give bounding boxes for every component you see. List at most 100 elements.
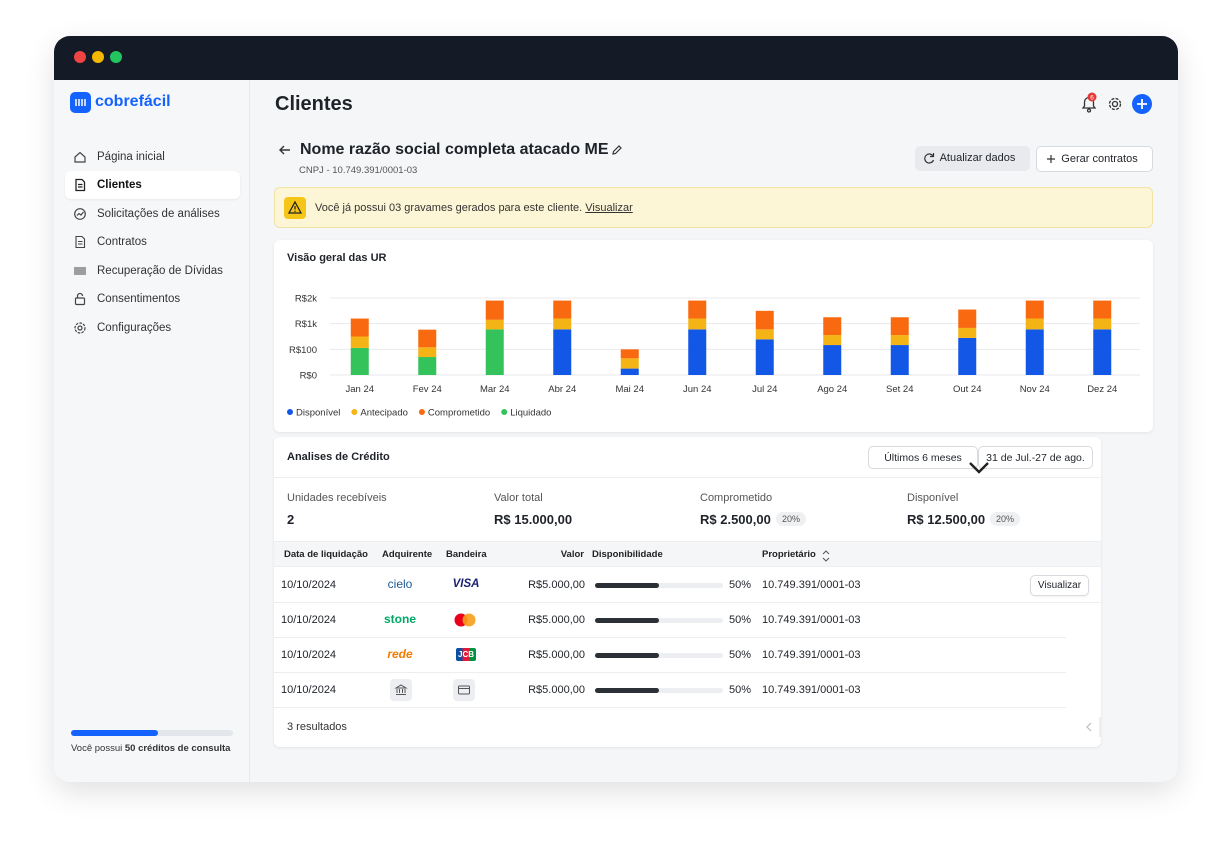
bar-segment	[553, 300, 572, 319]
bar-segment	[620, 368, 639, 375]
alert-text-row: Você já possui 03 gravames gerados para …	[315, 202, 633, 214]
alert-link[interactable]: Visualizar	[585, 202, 633, 214]
nav-icon	[74, 267, 86, 275]
stat-badge: 20%	[776, 512, 807, 526]
stat-value: R$ 2.500,00	[700, 512, 771, 527]
table-row	[274, 673, 1066, 708]
cell-owner: 10.749.391/0001-03	[762, 614, 861, 626]
acquirer-logo: rede	[387, 647, 413, 661]
brand-logo: VISA	[452, 578, 480, 590]
credits-prefix: Você possui	[71, 743, 123, 754]
bar-segment	[823, 335, 842, 346]
nav-item[interactable]: Consentimentos	[65, 285, 240, 313]
refresh-button[interactable]: Atualizar dados	[915, 146, 1030, 171]
nav-item[interactable]: Configurações	[65, 314, 240, 342]
bar-segment	[418, 329, 437, 348]
cell-value: R$5.000,00	[528, 614, 585, 626]
close-dot[interactable]	[74, 51, 86, 63]
bar-segment	[1025, 300, 1044, 319]
legend-label: Disponível	[296, 408, 340, 419]
generate-contracts-button[interactable]: Gerar contratos	[1036, 146, 1153, 172]
nav-label: Clientes	[97, 179, 142, 191]
back-arrow[interactable]	[278, 143, 292, 157]
bar-segment	[755, 339, 774, 375]
stat-label: Disponível	[907, 492, 959, 504]
table-row	[274, 603, 1066, 638]
bar-segment	[350, 336, 369, 348]
nav-icon	[74, 151, 86, 163]
column-header: Data de liquidação	[284, 549, 368, 560]
cell-value: R$5.000,00	[528, 649, 585, 661]
notification-badge	[1087, 92, 1097, 102]
stat-label: Comprometido	[700, 492, 773, 504]
legend-swatch	[351, 409, 358, 415]
settings-icon[interactable]	[1111, 100, 1119, 108]
bar-segment	[350, 318, 369, 337]
bar-segment	[1093, 318, 1112, 330]
bar-segment	[958, 309, 977, 328]
warning-icon	[284, 197, 306, 219]
cell-owner: 10.749.391/0001-03	[762, 684, 861, 696]
credits-amount: 50 créditos de consulta	[124, 743, 231, 754]
mastercard-logo	[453, 613, 477, 632]
sort-icon[interactable]	[822, 549, 830, 567]
x-tick-label: Ago 24	[817, 384, 847, 395]
minimize-dot[interactable]	[92, 51, 104, 63]
x-tick-label: Abr 24	[548, 384, 576, 395]
refresh-icon	[924, 153, 935, 164]
x-tick-label: Jan 24	[345, 384, 374, 395]
period-filter[interactable]: Últimos 6 meses	[868, 446, 978, 469]
pagination-prev[interactable]	[1082, 717, 1101, 737]
chart: Visão geral das UR R$0 R$100 R$1k R$2k Jan 2…	[287, 252, 1140, 419]
nav-item[interactable]: Recuperação de Dívidas	[65, 257, 240, 285]
nav-item[interactable]: Solicitações de análises	[65, 200, 240, 228]
nav-label: Configurações	[97, 322, 172, 334]
legend-swatch	[287, 409, 293, 415]
column-header: Disponibilidade	[592, 549, 663, 560]
logo-text[interactable]: cobrefácil	[95, 93, 171, 110]
bar-segment	[688, 318, 707, 330]
nav-item[interactable]: Página inicial	[65, 143, 240, 171]
cell-owner: 10.749.391/0001-03	[762, 579, 861, 591]
bar-segment	[823, 317, 842, 336]
chart-title: Visão geral das UR	[287, 252, 387, 264]
chart-card: Visão geral das UR R$0 R$100 R$1k R$2k Jan 2…	[274, 240, 1153, 432]
availability-bar	[595, 653, 659, 658]
legend-label: Liquidado	[510, 408, 551, 419]
stat-badge: 20%	[990, 512, 1021, 526]
bar-segment	[958, 337, 977, 375]
availability-track	[595, 618, 723, 623]
edit-icon[interactable]	[611, 144, 623, 156]
generate-contracts-label: Gerar contratos	[1061, 153, 1138, 165]
bar-segment	[958, 327, 977, 338]
nav-icon	[74, 322, 86, 334]
bar-segment	[890, 335, 909, 346]
client-name: Nome razão social completa atacado ME	[300, 141, 609, 158]
column-header: Valor	[560, 549, 584, 560]
bar-segment	[755, 310, 774, 330]
legend-swatch	[501, 409, 508, 415]
x-tick-label: Mai 24	[615, 384, 644, 395]
legend-label: Antecipado	[360, 408, 408, 419]
row-action-button[interactable]: Visualizar	[1030, 575, 1089, 596]
bar-segment	[553, 329, 572, 375]
stat-value: R$ 15.000,00	[494, 512, 573, 527]
bar-segment	[1093, 329, 1112, 375]
date-range-filter[interactable]: 31 de Jul.-27 de ago.	[978, 446, 1093, 469]
bank-icon	[390, 679, 412, 701]
credits-text: Você possui 50 créditos de consulta	[71, 743, 230, 754]
nav-item[interactable]: Clientes	[65, 171, 240, 199]
bar-segment	[553, 318, 572, 330]
nav-label: Solicitações de análises	[97, 208, 220, 220]
nav-label: Recuperação de Dívidas	[97, 265, 223, 277]
y-tick-label: R$0	[300, 371, 317, 382]
dropdown-chevron[interactable]	[967, 459, 991, 477]
bar-segment	[823, 345, 842, 375]
x-tick-label: Fev 24	[413, 384, 442, 395]
y-tick-label: R$2k	[295, 294, 317, 305]
availability-bar	[595, 618, 659, 623]
maximize-dot[interactable]	[110, 51, 122, 63]
availability-track	[595, 583, 723, 588]
bar-segment	[688, 300, 707, 319]
nav-item[interactable]: Contratos	[65, 228, 240, 256]
